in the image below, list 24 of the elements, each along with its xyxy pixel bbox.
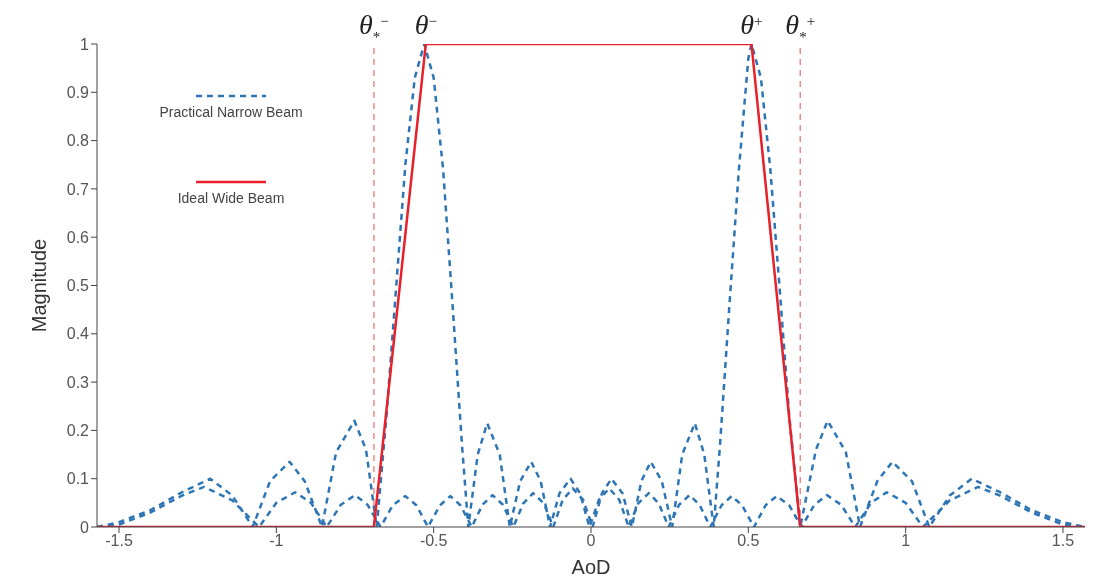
x-tick-label: 0 [586,532,596,550]
annotation: θ$^{+}$ [740,9,763,40]
x-tick-label: 1.5 [1051,532,1075,550]
legend-label: Ideal Wide Beam [177,190,285,206]
y-tick-label: 0.5 [66,277,90,295]
y-tick-label: 0.8 [66,132,90,150]
y-tick-label: 0.4 [66,325,90,343]
y-tick-label: 0.7 [66,180,90,198]
x-tick-label: 1 [901,532,911,550]
y-tick-label: 0 [80,518,90,536]
x-tick-label: -1.5 [105,532,133,550]
y-tick-label: 0.6 [66,228,90,246]
x-axis-title: AoD [571,556,611,578]
y-tick-label: 1 [80,35,90,53]
y-tick-label: 0.9 [66,83,90,101]
x-tick-label: -1 [269,532,284,550]
annotation: θ$^{−}$ [414,9,437,40]
x-tick-label: 0.5 [737,532,760,550]
legend-label: Practical Narrow Beam [159,104,303,120]
y-tick-label: 0.3 [66,373,90,391]
x-tick-label: -0.5 [419,532,448,550]
y-tick-label: 0.2 [66,422,90,440]
y-tick-label: 0.1 [66,470,90,488]
y-axis-title: Magnitude [28,238,51,333]
